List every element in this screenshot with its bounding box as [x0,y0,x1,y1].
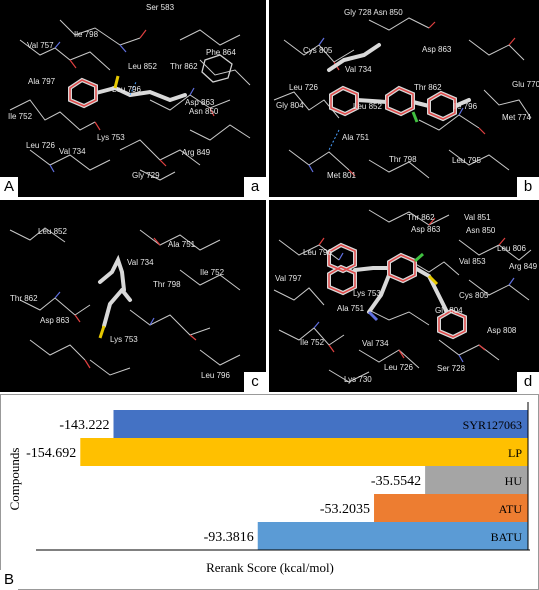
residue-label: Thr 862 [414,83,442,92]
bar-value-label: -53.2035 [320,502,370,517]
residue-label: Thr 862 [407,213,435,222]
residue-label: Asp 863 [185,98,215,107]
chart-svg: -143.222 -154.692 -35.5542-53.2035 -93.3816… [0,394,539,590]
docking-panel-d: Thr 862 Val 851 Asp 863 Asn 850 Leu 806 … [269,200,539,392]
residue-label: Lys 753 [353,289,381,298]
category-label: SYR127063 [463,418,522,432]
docking-panel-c: Leu 852 Ala 751 Val 734 Ile 752 Thr 798 … [0,200,266,392]
bar-value-label: -93.3816 [204,530,254,545]
residue-label: Val 734 [345,65,372,74]
residue-label: Thr 862 [170,62,198,71]
category-label: LP [508,446,522,460]
panel-label-c: c [244,372,266,392]
panel-a-structure [9,19,251,181]
docking-panel-a: Ser 583 Ile 798 Val 757 Phe 864 Leu 852 … [0,0,266,197]
residue-label: Ser 728 [437,364,466,373]
residue-label: Val 853 [459,257,486,266]
residue-label: Val 797 [275,274,302,283]
panel-c-structure [9,227,241,376]
residue-label: Thr 798 [153,280,181,289]
residue-label: Leu 852 [353,102,382,111]
residue-label: Asn 850 [466,226,496,235]
panel-b-structure [273,17,532,179]
category-label: BATU [491,530,523,544]
panel-label-d: d [517,372,539,392]
residue-label: Ile 796 [453,102,478,111]
panel-label-b: b [517,177,539,197]
residue-label: Arg 849 [509,262,538,271]
residue-label: Lys 753 [97,133,125,142]
residue-label: Leu 795 [452,156,481,165]
panel-label-a: a [244,177,266,197]
bar-lp [80,438,528,466]
residue-label: Leu 796 [303,248,332,257]
residue-label: Asp 808 [487,326,517,335]
residue-label: Ser 583 [146,3,175,12]
residue-label: Leu 726 [384,363,413,372]
residue-label: Val 734 [59,147,86,156]
x-axis-label: Rerank Score (kcal/mol) [206,560,334,575]
residue-label: Phe 864 [206,48,236,57]
residue-label: Arg 849 [182,148,211,157]
residue-label: Val 757 [27,41,54,50]
residue-label: Ala 751 [337,304,365,313]
category-label: HU [505,474,523,488]
residue-label: Met 801 [327,171,356,180]
residue-label: Lys 753 [110,335,138,344]
residue-label: Leu 796 [112,85,141,94]
docking-panel-b: Gly 728 Asn 850 Cys 805 Asp 863 Val 734 … [269,0,539,197]
residue-label: Gly 804 [276,101,304,110]
residue-label: Leu 796 [201,371,230,380]
residue-label: Leu 852 [38,227,67,236]
residue-label: Glu 770 [512,80,539,89]
residue-label: Ile 752 [200,268,225,277]
panel-d-structure [273,209,532,383]
rerank-score-chart: -143.222 -154.692 -35.5542 -53.2035 -93.3816… [0,394,539,590]
residue-label: Cys 805 [459,291,489,300]
residue-label: Ala 751 [168,240,196,249]
residue-label: Lys 730 [344,375,372,384]
y-axis-label: Compounds [7,448,22,511]
bar-value-label: -35.5542 [371,474,421,489]
residue-label: Cys 805 [303,46,333,55]
residue-label: Leu 726 [26,141,55,150]
residue-label: Ile 752 [300,338,325,347]
residue-label: Gly 804 [435,306,463,315]
bar-value-label: -154.692 [26,446,76,461]
residue-label: Asp 863 [40,316,70,325]
residue-label: Asp 863 [411,225,441,234]
residue-label: Leu 852 [128,62,157,71]
residue-label: Ala 797 [28,77,56,86]
bar-atu [374,494,528,522]
residue-label: Met 774 [502,113,531,122]
residue-label: Gly 729 [132,171,160,180]
residue-label: Gly 728 Asn 850 [344,8,403,17]
residue-label: Thr 862 [10,294,38,303]
residue-label: Leu 726 [289,83,318,92]
bar-hu [425,466,528,494]
residue-label: Asn 850 [189,107,219,116]
residue-label: Asp 863 [422,45,452,54]
bar-value-label: -143.222 [59,418,109,433]
bar-syr127063 [113,410,528,438]
residue-label: Leu 806 [497,244,526,253]
residue-label: Ile 798 [74,30,99,39]
residue-label: Ile 752 [8,112,33,121]
residue-label: Ala 751 [342,133,370,142]
residue-label: Thr 798 [389,155,417,164]
panel-label-big-a: A [0,177,18,197]
bar-batu [257,522,528,550]
panel-label-big-b: B [0,570,18,590]
residue-label: Val 851 [464,213,491,222]
residue-label: Val 734 [127,258,154,267]
category-label: ATU [499,502,523,516]
residue-label: Val 734 [362,339,389,348]
